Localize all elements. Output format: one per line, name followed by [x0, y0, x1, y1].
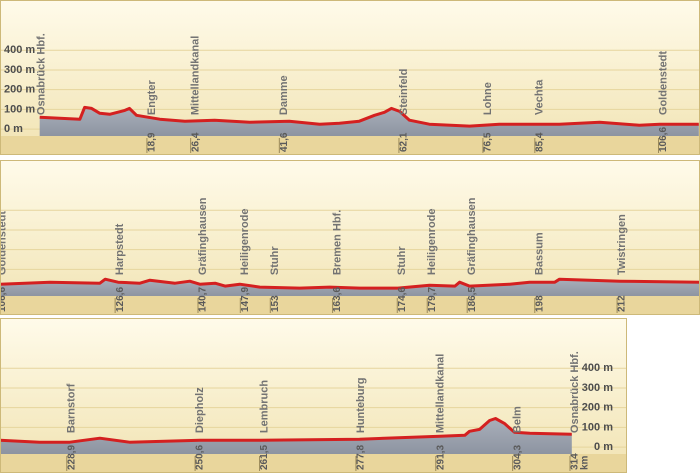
- x-tick-label: 261,5: [259, 445, 270, 470]
- x-tick-label: 106,6: [0, 287, 8, 312]
- y-tick-label: 300 m: [4, 64, 35, 76]
- km-band: [0, 454, 627, 473]
- station-name: Goldenstedt: [0, 211, 8, 276]
- x-tick-label: 304,3: [512, 445, 523, 470]
- x-tick-label: 26,4: [190, 132, 201, 152]
- station-name: Steinfeld: [398, 69, 410, 115]
- x-tick-label: 174,6: [397, 287, 408, 312]
- x-tick-label: 163,6: [332, 287, 343, 312]
- station-name: Bassum: [534, 232, 546, 275]
- km-band: [0, 136, 700, 155]
- station-name: Gräfinghausen: [197, 197, 209, 275]
- y-tick-label: 100 m: [4, 103, 35, 115]
- x-unit: km: [580, 455, 591, 470]
- x-tick-label: 41,6: [279, 132, 290, 152]
- x-tick-label: 106,6: [658, 127, 669, 152]
- elevation-line: [39, 105, 699, 128]
- station-name: Damme: [278, 75, 290, 115]
- station-name: Harpstedt: [114, 223, 126, 275]
- station-name: Belm: [512, 406, 524, 433]
- station-name: Engter: [146, 80, 158, 116]
- y-tick-label: 400 m: [582, 362, 613, 374]
- x-tick-label: 153: [270, 295, 281, 312]
- station-name: Lembruch: [258, 380, 270, 433]
- station-name: Goldenstedt: [657, 51, 669, 116]
- station-name: Barnstorf: [66, 383, 78, 433]
- station-name: Lohne: [482, 82, 494, 115]
- y-tick-label: 200 m: [582, 402, 613, 414]
- station-name: Bremen Hbf.: [332, 210, 344, 275]
- x-tick-label: 198: [534, 295, 545, 312]
- x-tick-label: 212: [617, 295, 628, 312]
- station-name: Stuhr: [269, 246, 281, 275]
- elevation-area: [39, 107, 699, 136]
- y-tick-label: 300 m: [582, 382, 613, 394]
- station-name: Heiligenrode: [426, 208, 438, 275]
- station-name: Diepholz: [194, 387, 206, 433]
- x-tick-label: 179,7: [427, 287, 438, 312]
- x-tick-label: 126,6: [115, 287, 126, 312]
- y-tick-label: 200 m: [4, 84, 35, 96]
- station-name: Stuhr: [396, 246, 408, 275]
- x-tick-label: 85,4: [534, 132, 545, 152]
- elevation-line: [0, 277, 700, 290]
- y-tick-label: 0 m: [4, 123, 23, 135]
- station-name: Hunteburg: [355, 377, 367, 433]
- profile-strip: 0 m 100 m 200 m 300 m 400 m Osnabrück Hbf. Eng…: [0, 0, 700, 155]
- profile-strip: Goldenstedt Harpstedt Gräfinghausen Heilige…: [0, 160, 700, 315]
- station-name: Heiligenrode: [239, 208, 251, 275]
- x-tick-label: 291,3: [435, 445, 446, 470]
- station-name: Mittellandkanal: [190, 36, 202, 115]
- station-name: Vechta: [534, 79, 546, 115]
- station-name: Mittellandkanal: [435, 354, 447, 433]
- x-tick-label: 314: [570, 453, 581, 470]
- strip-border: [0, 318, 627, 473]
- elevation-area: [0, 418, 572, 454]
- x-tick-label: 147,9: [240, 287, 251, 312]
- x-tick-label: 62,1: [399, 132, 410, 152]
- x-tick-label: 186,5: [467, 287, 478, 312]
- station-name: Gräfinghausen: [466, 197, 478, 275]
- x-tick-label: 228,9: [66, 445, 77, 470]
- station-name: Twistringen: [616, 214, 628, 275]
- x-tick-label: 250,6: [195, 445, 206, 470]
- profile-strip: 0 m 100 m 200 m 300 m 400 m Barnstorf Diepholz…: [0, 318, 627, 473]
- elevation-line: [0, 417, 572, 444]
- x-tick-label: 18,9: [147, 132, 158, 152]
- station-name: Osnabrück Hbf.: [36, 33, 48, 115]
- x-tick-label: 277,8: [356, 445, 367, 470]
- y-tick-label: 100 m: [582, 421, 613, 433]
- station-name: Osnabrück Hbf.: [569, 351, 581, 433]
- y-tick-label: 400 m: [4, 44, 35, 56]
- x-tick-label: 140,7: [198, 287, 209, 312]
- km-band: [0, 296, 700, 315]
- y-tick-label: 0 m: [594, 441, 613, 453]
- x-tick-label: 76,5: [483, 132, 494, 152]
